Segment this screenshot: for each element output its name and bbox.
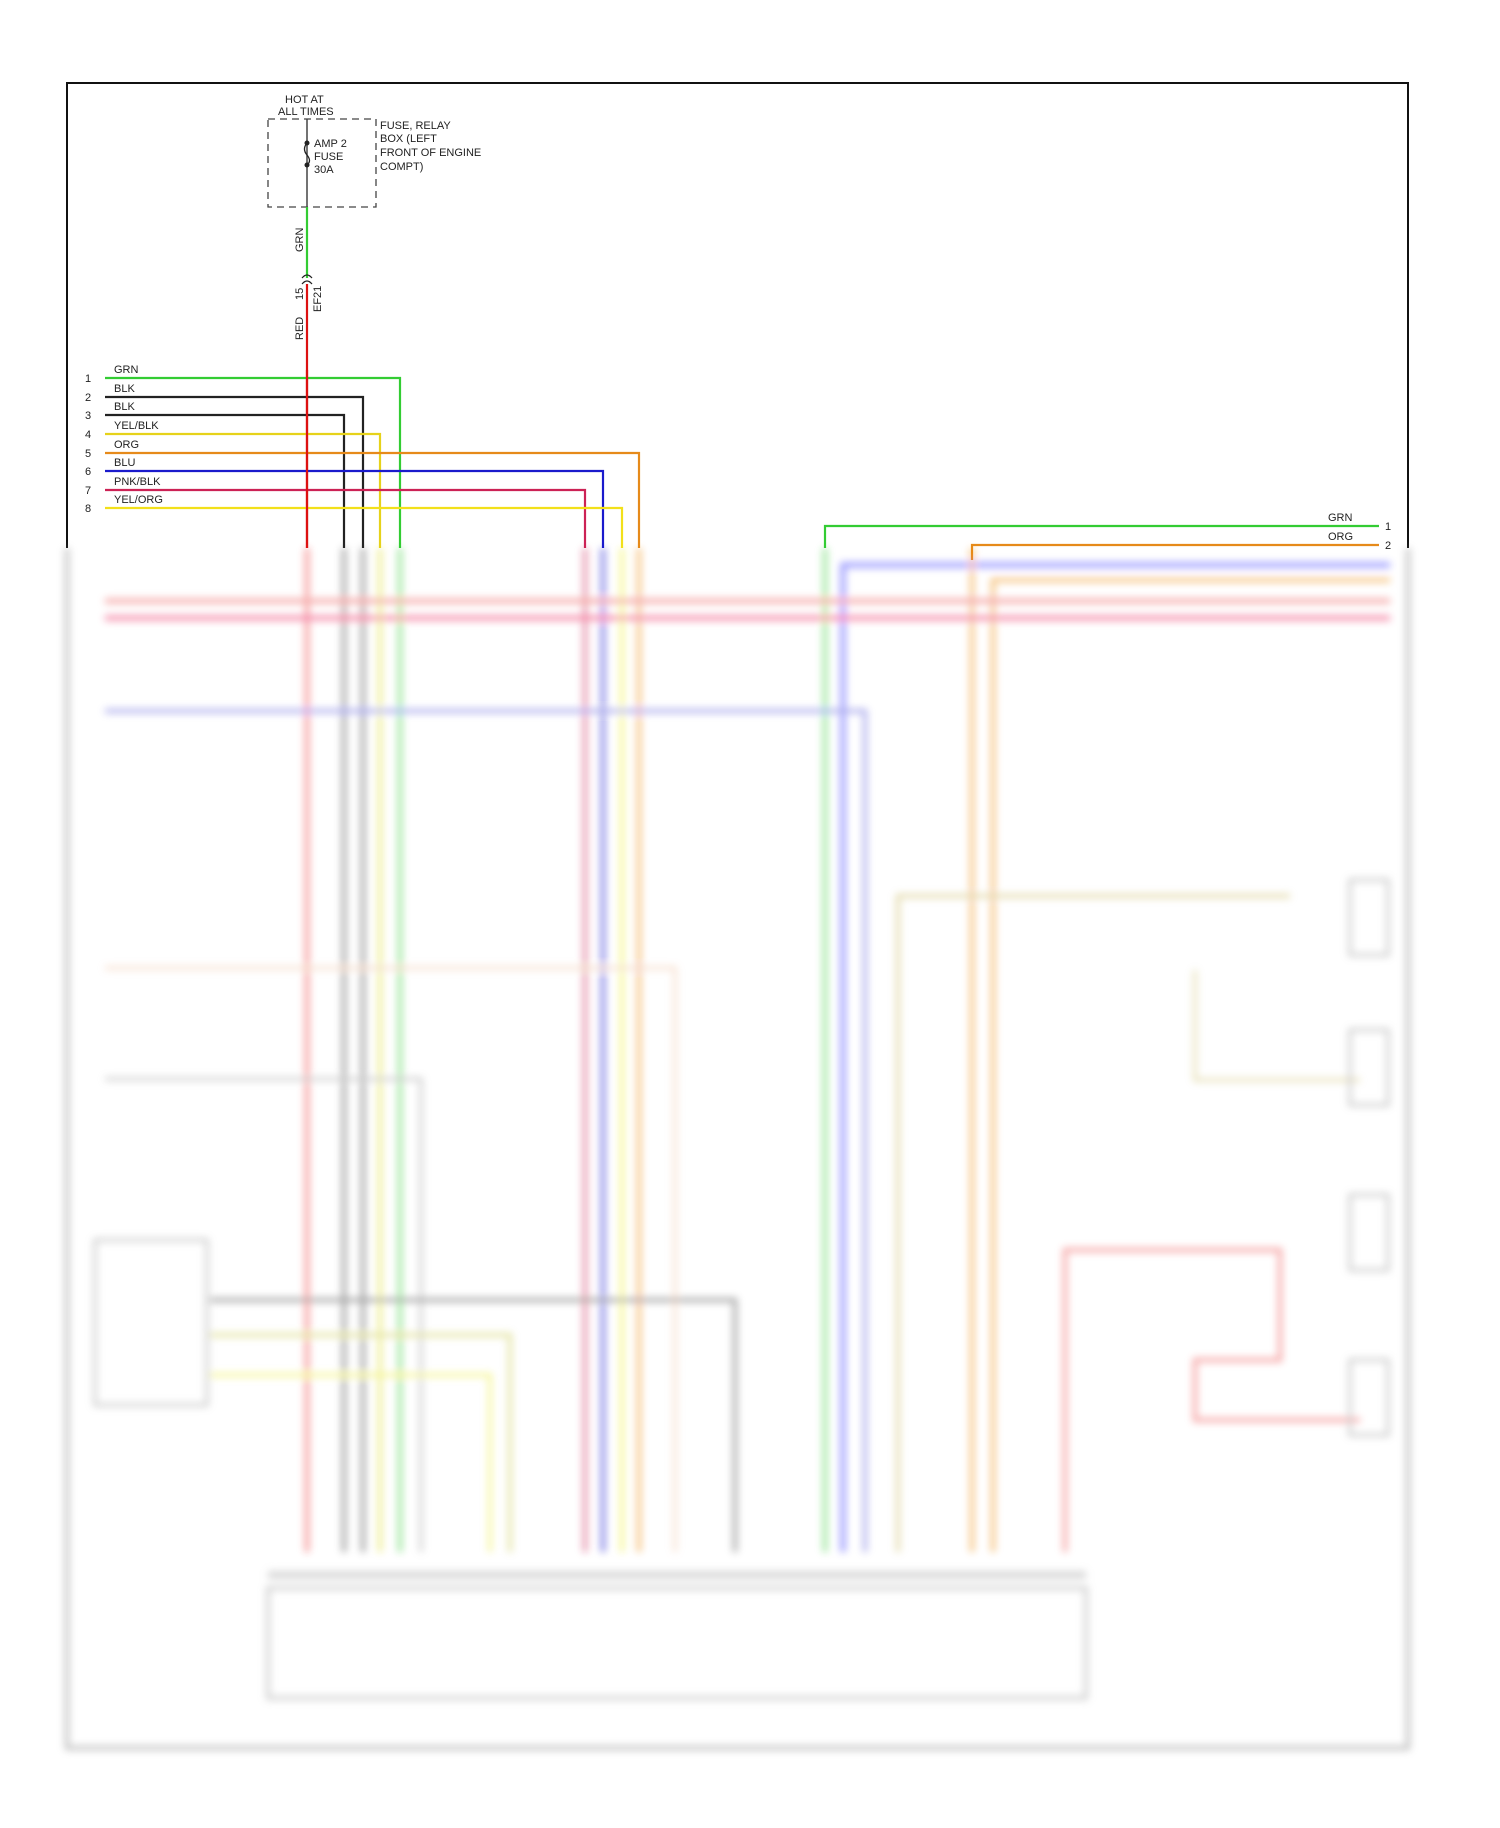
- left-wire-5: 5 ORG: [85, 439, 641, 548]
- wire-color-label: PNK/BLK: [114, 476, 161, 488]
- wire-color-label: ORG: [1328, 531, 1353, 543]
- fuse-box-label-1: FUSE, RELAY: [380, 120, 451, 132]
- obscured-diagram-section: [65, 548, 1410, 1750]
- left-wire-2: 2 BLK: [85, 383, 365, 548]
- pin-number: 5: [85, 448, 91, 460]
- fuse-box-outline: [267, 118, 377, 208]
- pin-number: 4: [85, 429, 91, 441]
- left-connector: 1 GRN 2 BLK 3 BLK 4 YEL/BLK 5 ORG 6 BLU 7 PNK/B…: [85, 364, 641, 548]
- fuse-label-2: FUSE: [314, 151, 343, 163]
- pin-number: 3: [85, 410, 91, 422]
- wire-color-label: GRN: [114, 364, 139, 376]
- wire: [105, 488, 587, 548]
- left-wire-4: 4 YEL/BLK: [85, 420, 382, 548]
- left-wire-8: 8 YEL/ORG: [85, 494, 624, 548]
- left-wire-1: 1 GRN: [85, 364, 402, 548]
- pin-number: 1: [1385, 521, 1391, 533]
- right-wire-2: ORG 2: [970, 531, 1391, 560]
- right-wire-1: GRN 1: [823, 512, 1391, 548]
- pin-number: 6: [85, 466, 91, 478]
- feed-wire-grn-label: GRN: [294, 228, 306, 253]
- pin-number: 7: [85, 485, 91, 497]
- wire-color-label: BLK: [114, 383, 135, 395]
- fuse-box-label-4: COMPT): [380, 161, 423, 173]
- fuse-label-1: AMP 2: [314, 138, 347, 150]
- fuse-terminal-icon: [304, 162, 310, 168]
- diagram-border: [66, 82, 1409, 548]
- pin-number: 2: [1385, 540, 1391, 552]
- pin-number: 1: [85, 373, 91, 385]
- wire-color-label: GRN: [1328, 512, 1353, 524]
- connector-icon: [301, 274, 313, 285]
- wire: [105, 506, 624, 548]
- wire-color-label: ORG: [114, 439, 139, 451]
- wire-color-label: BLU: [114, 457, 135, 469]
- power-source-label-1: HOT AT: [285, 94, 324, 106]
- wire: [105, 376, 402, 548]
- wire-color-label: YEL/ORG: [114, 494, 163, 506]
- wire: [105, 469, 605, 548]
- left-wire-3: 3 BLK: [85, 401, 346, 548]
- feed-wire-red-label: RED: [294, 317, 306, 340]
- wire: [105, 413, 346, 548]
- fuse-box-label-3: FRONT OF ENGINE: [380, 147, 481, 159]
- wire-color-label: YEL/BLK: [114, 420, 159, 432]
- power-source-label-2: ALL TIMES: [278, 106, 334, 118]
- left-wire-7: 7 PNK/BLK: [85, 476, 587, 548]
- wire: [970, 543, 1379, 560]
- fuse-label-3: 30A: [314, 164, 334, 176]
- wire: [105, 395, 365, 548]
- pin-number: 8: [85, 503, 91, 515]
- pin-number: 2: [85, 392, 91, 404]
- wire: [105, 451, 641, 548]
- wire: [105, 432, 382, 548]
- fuse-box-label-2: BOX (LEFT: [380, 133, 437, 145]
- connector-pin-label: 15: [294, 288, 306, 300]
- wire: [823, 524, 1379, 548]
- fuse-icon: [303, 142, 311, 166]
- connector-name-label: EF21: [312, 286, 324, 312]
- right-connector: GRN 1 ORG 2: [823, 512, 1391, 560]
- wire-color-label: BLK: [114, 401, 135, 413]
- left-wire-6: 6 BLU: [85, 457, 605, 548]
